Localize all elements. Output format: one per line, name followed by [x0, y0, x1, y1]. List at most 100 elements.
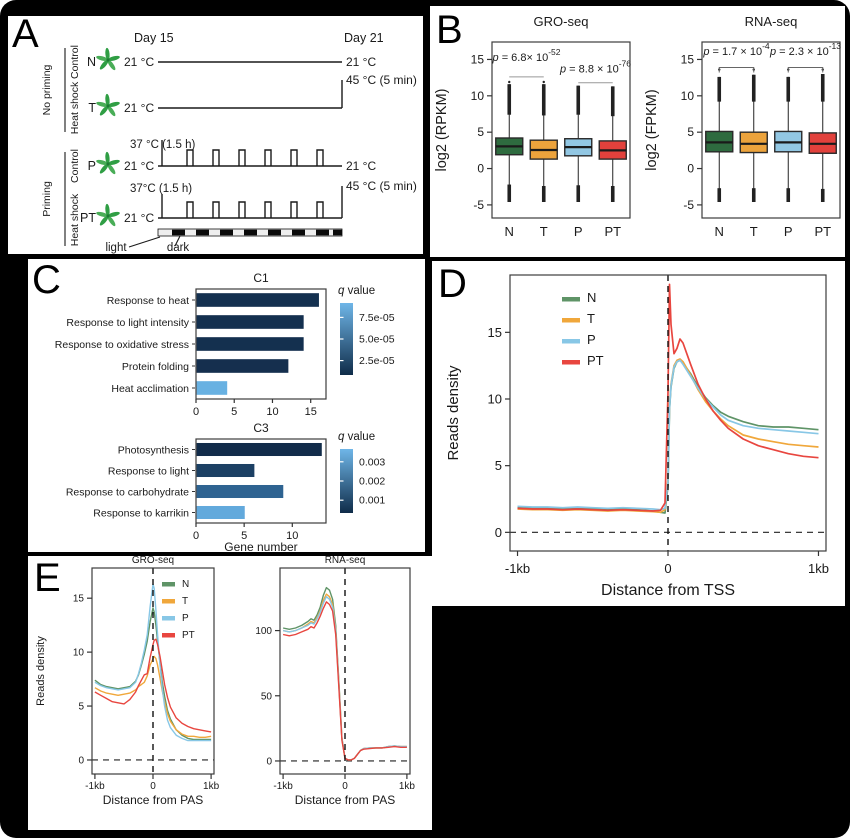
x-tick-label: 0: [664, 561, 671, 576]
x-axis-label: Distance from TSS: [601, 582, 735, 599]
panel-a-label: A: [12, 12, 39, 56]
y-tick-label: 5: [687, 125, 694, 139]
qvalue-legend-title: q value: [338, 285, 375, 297]
y-tick-label: 0: [78, 755, 84, 766]
qvalue-tick-label: 2.5e-05: [359, 355, 395, 367]
qvalue-tick-label: 0.001: [359, 495, 385, 507]
row-t-end-temp: 45 °C (5 min): [346, 73, 417, 87]
p-value-text: p = 8.8 × 10-76: [559, 59, 631, 76]
dark-segments: [172, 229, 342, 236]
row-n-end-temp: 21 °C: [346, 55, 376, 69]
legend-label-PT: PT: [182, 630, 195, 641]
legend-label-T: T: [587, 311, 595, 326]
y-tick-label: -5: [683, 198, 694, 212]
legend-swatch-PT: [162, 633, 175, 638]
x-tick-label: -1kb: [273, 781, 293, 792]
c1-bars: Response to heat Response to light intens…: [55, 271, 395, 418]
x-tick-label: 1kb: [808, 561, 829, 576]
bar-response-to-carbohydrate: [196, 484, 284, 499]
dark-label: dark: [167, 242, 190, 254]
row-p-code: P: [88, 159, 96, 173]
day-start-label: Day 15: [134, 31, 174, 45]
legend-swatch-N: [562, 297, 580, 302]
gro-box: -5 0 5 10 15 log2 (RPKM) GRO-seq N T P PT p = 6.8× …: [434, 14, 631, 239]
priming-control-label: Control: [69, 149, 81, 183]
bar-response-to-light-intensity: [196, 315, 304, 329]
panel-d-label: D: [438, 262, 467, 306]
heat-pulse: [212, 201, 220, 218]
outlier-dot: [508, 80, 511, 84]
qvalue-colorbar: [340, 449, 353, 513]
chart-title: RNA-seq: [745, 14, 798, 29]
bar-photosynthesis: [196, 442, 322, 457]
y-tick-label: 15: [471, 52, 485, 66]
bar-response-to-oxidative-stress: [196, 337, 304, 351]
x-tick-label: 0: [193, 406, 199, 418]
x-tick-label: 0: [342, 781, 348, 792]
y-tick-label: 100: [255, 626, 272, 637]
y-tick-label: 10: [73, 648, 85, 659]
heat-pulse: [316, 201, 324, 218]
light-pointer: [128, 236, 161, 248]
y-axis-label: Reads density: [35, 636, 47, 706]
category-label: P: [784, 224, 793, 239]
y-tick-label: 0: [687, 162, 694, 176]
heat-pulse: [290, 201, 298, 218]
panel-b-boxplots: -5 0 5 10 15 log2 (RPKM) GRO-seq N T P PT p = 6.8× …: [430, 6, 845, 257]
legend-swatch-P: [562, 339, 580, 344]
plant-icon: [95, 47, 121, 72]
y-tick-label: 10: [681, 89, 695, 103]
y-tick-label: 5: [78, 702, 84, 713]
qvalue-tick-label: 0.003: [359, 456, 385, 468]
qvalue-tick-label: 5.0e-05: [359, 334, 395, 346]
heat-pulse: [264, 201, 272, 218]
bar-label: Response to karrikin: [93, 507, 189, 519]
legend-label-P: P: [182, 613, 189, 624]
p-value-text: p = 1.7 × 10-4: [702, 41, 770, 58]
plant-icon: [95, 203, 121, 228]
series-P: [517, 359, 819, 511]
plant-icon: [95, 93, 121, 118]
bar-label: Response to light intensity: [66, 317, 189, 329]
x-tick-label: 5: [231, 406, 237, 418]
heat-pulse: [186, 149, 194, 166]
x-tick-label: 10: [266, 406, 278, 418]
chart-title: RNA-seq: [325, 556, 366, 566]
dark-pointer: [174, 235, 181, 247]
row-t-start-temp: 21 °C: [124, 101, 154, 115]
p-value-bracket: [718, 66, 755, 73]
y-tick-label: 15: [681, 52, 695, 66]
y-axis-label: log2 (RPKM): [434, 89, 450, 172]
box-T: [739, 131, 768, 154]
bar-heat-acclimation: [196, 381, 228, 395]
heat-pulse: [186, 201, 194, 218]
row-p-pulse-label: 37 °C (1.5 h): [130, 139, 195, 151]
y-tick-label: 5: [495, 458, 502, 473]
x-tick-label: 0: [193, 530, 199, 542]
priming-heatshock-label: Heat shock: [69, 193, 81, 246]
row-t-code: T: [88, 101, 96, 115]
y-tick-label: 5: [477, 125, 484, 139]
qvalue-legend-title: q value: [338, 431, 375, 443]
x-axis-label: Distance from PAS: [295, 793, 395, 807]
x-tick-label: -1kb: [85, 781, 105, 792]
pas-gro-line: 0 5 10 15 -1kb 0 1kb Reads density Distance from…: [35, 556, 220, 807]
heat-pulse: [238, 149, 246, 166]
heat-pulse: [264, 149, 272, 166]
y-tick-label: 10: [488, 392, 502, 407]
series-P: [94, 583, 212, 742]
day-end-label: Day 21: [344, 31, 384, 45]
row-n-start-temp: 21 °C: [124, 55, 154, 69]
x-tick-label: 0: [150, 781, 156, 792]
x-tick-label: 10: [286, 530, 298, 542]
no-priming-heatshock-label: Heat shock: [69, 81, 81, 134]
plant-icon: [95, 151, 121, 176]
series-N: [94, 607, 212, 741]
bar-label: Heat acclimation: [111, 383, 189, 395]
p-value-text: p = 2.3 × 10-13: [769, 41, 841, 58]
row-pt-start-temp: 21 °C: [124, 211, 154, 225]
row-pt-end-temp: 45 °C (5 min): [346, 179, 417, 193]
x-tick-label: 5: [241, 530, 247, 542]
legend-swatch-PT: [562, 360, 580, 365]
